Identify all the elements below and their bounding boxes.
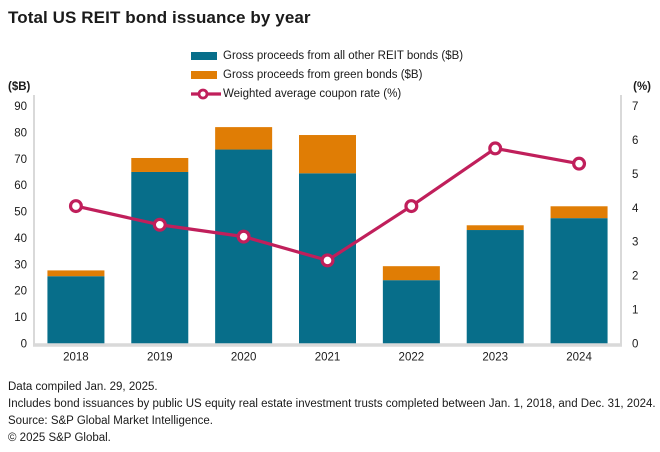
footnote-source: Source: S&P Global Market Intelligence. — [8, 415, 213, 427]
coupon-rate-marker-2023 — [488, 141, 503, 156]
left-axis-tick-label: 80 — [14, 127, 27, 139]
coupon-rate-marker-2022 — [404, 199, 419, 214]
bar-green-bonds-2024 — [550, 206, 608, 219]
right-axis-tick-label: 7 — [632, 101, 638, 113]
coupon-rate-marker-2019 — [152, 217, 167, 232]
right-axis-tick-label: 3 — [632, 237, 638, 249]
left-axis-tick-label: 0 — [21, 339, 27, 351]
coupon-rate-marker-2020 — [236, 229, 251, 244]
legend-item-green-bonds: Gross proceeds from green bonds ($B) — [191, 65, 463, 84]
legend-item-other-bonds: Gross proceeds from all other REIT bonds… — [191, 46, 463, 65]
left-axis-unit-label: ($B) — [8, 81, 31, 93]
bar-green-bonds-2022 — [382, 266, 440, 281]
left-axis-tick-label: 90 — [14, 101, 27, 113]
footnote-copyright: © 2025 S&P Global. — [8, 432, 111, 444]
coupon-rate-marker-2024 — [572, 156, 587, 171]
legend-item-coupon-rate: Weighted average coupon rate (%) — [191, 84, 463, 103]
bar-green-bonds-2020 — [215, 127, 273, 150]
x-axis-category-label: 2018 — [63, 352, 89, 364]
line-marker-icon — [191, 88, 221, 99]
bar-other-bonds-2020 — [215, 149, 273, 344]
chart-title: Total US REIT bond issuance by year — [8, 8, 311, 27]
x-axis-category-label: 2019 — [147, 352, 173, 364]
left-axis-tick-label: 70 — [14, 154, 27, 166]
footnotes: Data compiled Jan. 29, 2025. Includes bo… — [8, 379, 656, 447]
bar-green-bonds-2019 — [131, 157, 189, 172]
right-axis-tick-label: 2 — [632, 271, 638, 283]
right-axis-tick-label: 1 — [632, 305, 638, 317]
legend-label: Gross proceeds from all other REIT bonds… — [223, 49, 464, 62]
right-axis-tick-label: 0 — [632, 339, 638, 351]
left-axis-tick-label: 60 — [14, 180, 27, 192]
left-axis-tick-label: 40 — [14, 233, 27, 245]
right-axis-tick-label: 4 — [632, 203, 639, 215]
footnote-compiled: Data compiled Jan. 29, 2025. — [8, 381, 158, 393]
teal-swatch-icon — [191, 51, 217, 60]
left-axis-tick-label: 10 — [14, 312, 27, 324]
bar-other-bonds-2018 — [47, 276, 105, 344]
coupon-rate-marker-2021 — [320, 253, 335, 268]
x-axis-category-label: 2024 — [566, 352, 592, 364]
bar-other-bonds-2024 — [550, 218, 608, 344]
legend-label: Gross proceeds from green bonds ($B) — [223, 68, 423, 81]
bar-green-bonds-2023 — [466, 225, 524, 231]
left-axis-tick-label: 20 — [14, 286, 27, 298]
bar-green-bonds-2018 — [47, 270, 105, 277]
bar-green-bonds-2021 — [299, 135, 356, 174]
x-axis-category-label: 2023 — [482, 352, 508, 364]
bar-other-bonds-2023 — [466, 230, 524, 344]
legend-label: Weighted average coupon rate (%) — [223, 87, 402, 100]
right-axis-tick-label: 6 — [632, 135, 638, 147]
legend: Gross proceeds from all other REIT bonds… — [191, 46, 463, 103]
orange-swatch-icon — [191, 70, 217, 79]
left-axis-tick-label: 50 — [14, 207, 27, 219]
x-axis-category-label: 2021 — [315, 352, 341, 364]
bar-other-bonds-2019 — [131, 171, 189, 344]
coupon-rate-marker-2018 — [68, 199, 83, 214]
right-axis-unit-label: (%) — [633, 81, 651, 93]
x-axis-category-label: 2022 — [399, 352, 425, 364]
bar-other-bonds-2022 — [382, 280, 440, 344]
footnote-scope: Includes bond issuances by public US equ… — [8, 398, 656, 410]
right-axis-tick-label: 5 — [632, 169, 638, 181]
x-axis-category-label: 2020 — [231, 352, 257, 364]
left-axis-tick-label: 30 — [14, 259, 27, 271]
